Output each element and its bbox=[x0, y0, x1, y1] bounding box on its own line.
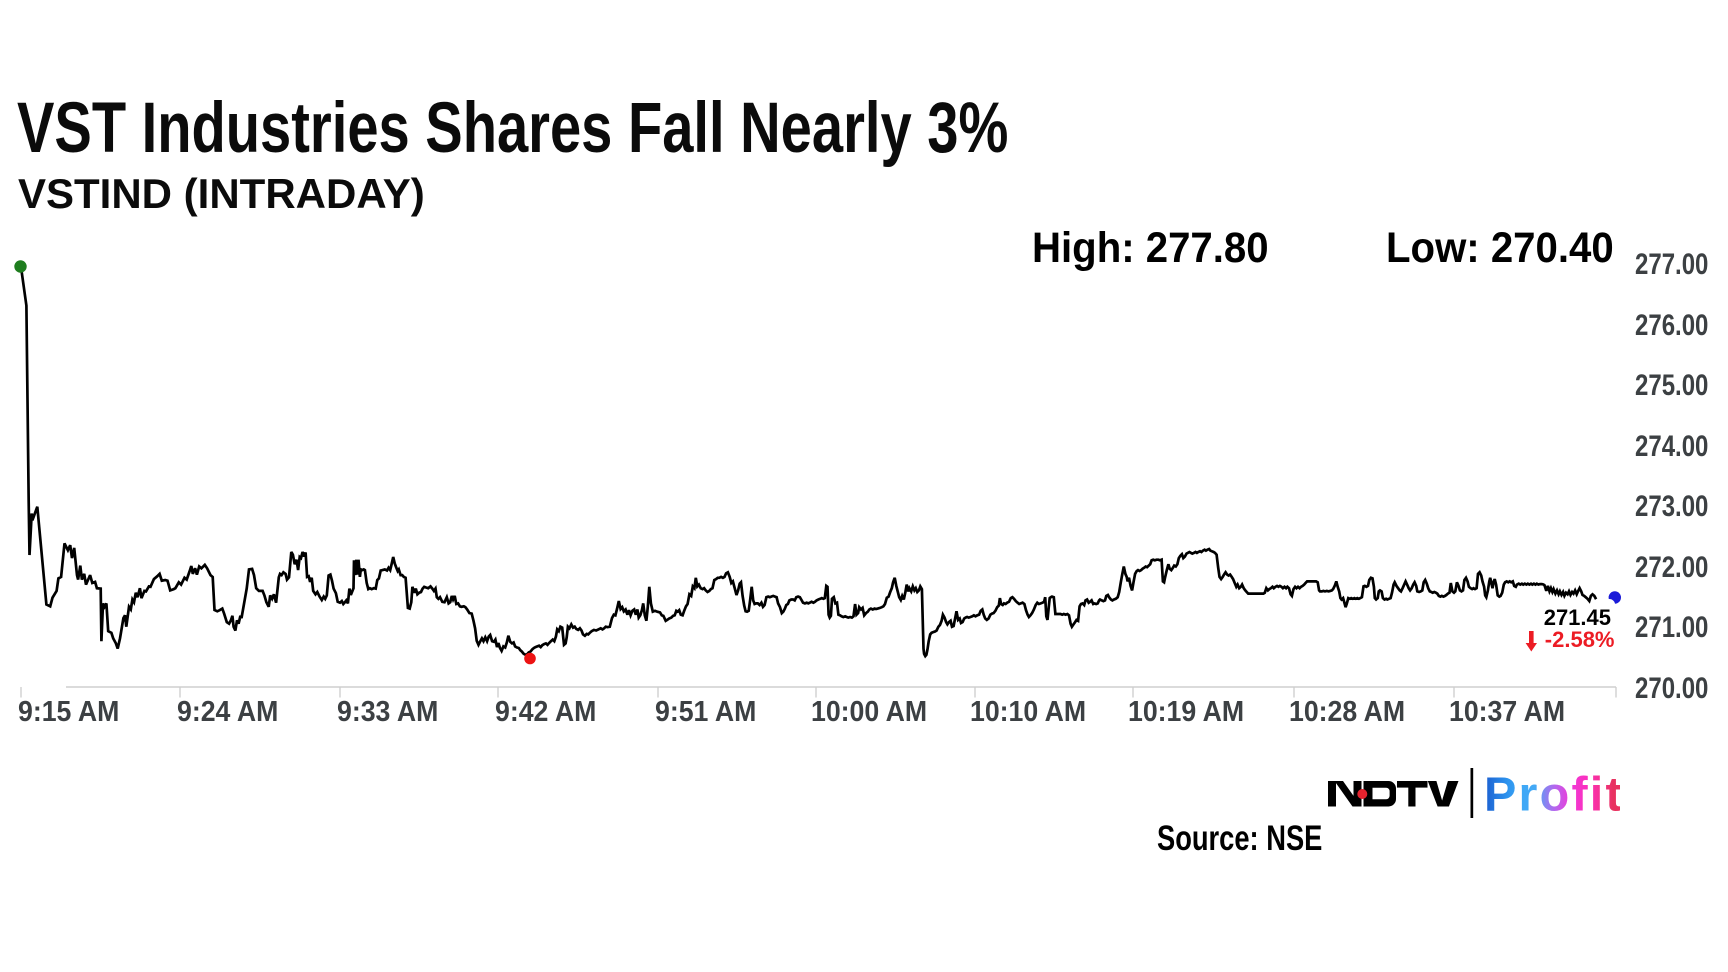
svg-text:Profit: Profit bbox=[1484, 768, 1620, 821]
